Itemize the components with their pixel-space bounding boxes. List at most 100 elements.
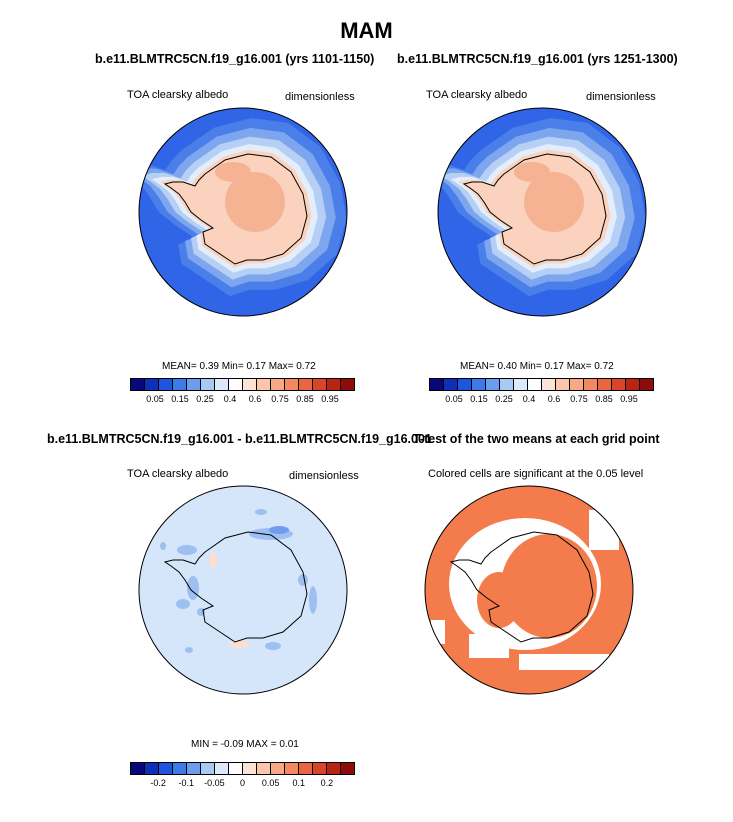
colorbar-swatch — [173, 379, 187, 390]
colorbar-tick-label: 0.15 — [470, 394, 488, 404]
difference-contour — [269, 526, 289, 534]
coastline — [163, 153, 308, 265]
difference-field — [139, 486, 347, 694]
colorbar-swatch — [500, 379, 514, 390]
colorbar-tick-label: 0.25 — [196, 394, 214, 404]
nonsignificant-cells — [469, 634, 509, 658]
colorbar-tick-label: 0.85 — [296, 394, 314, 404]
panel4-title: T-test of the two means at each grid poi… — [413, 432, 660, 446]
map-border — [138, 485, 348, 695]
panel3-stats: MIN = -0.09 MAX = 0.01 — [191, 739, 299, 750]
panel4-variable: Colored cells are significant at the 0.0… — [428, 468, 644, 480]
colorbar-tick-label: 0.05 — [261, 778, 280, 788]
colorbar-case2 — [429, 378, 654, 391]
panel2-variable: TOA clearsky albedo — [426, 89, 528, 101]
colorbar-swatch — [271, 763, 285, 774]
high-albedo-region — [215, 162, 251, 182]
panel1-variable: TOA clearsky albedo — [127, 89, 229, 101]
coastline — [163, 531, 308, 643]
colorbar-swatch — [243, 379, 257, 390]
colorbar-swatch — [243, 763, 257, 774]
high-albedo-region — [225, 172, 285, 232]
colorbar-swatch — [514, 379, 528, 390]
colorbar-swatch — [173, 763, 187, 774]
colorbar-tick-label: 0.4 — [223, 394, 237, 404]
panel2-stats: MEAN= 0.40 Min= 0.17 Max= 0.72 — [460, 361, 614, 372]
map-field — [438, 108, 646, 316]
colorbar-swatch — [444, 379, 458, 390]
colorbar-swatch — [201, 763, 215, 774]
map-difference — [138, 485, 348, 695]
panel3-variable: TOA clearsky albedo — [127, 468, 229, 480]
colorbar-tick-label: 0.2 — [320, 778, 334, 788]
colorbar-tick-label: -0.1 — [178, 778, 195, 788]
colorbar-swatch — [285, 763, 299, 774]
colorbar-swatch — [159, 379, 173, 390]
map-case2 — [437, 107, 647, 317]
colorbar-swatch — [612, 379, 626, 390]
colorbar-swatch — [257, 379, 271, 390]
colorbar-tick-label: 0.25 — [495, 394, 513, 404]
map-field — [139, 108, 347, 316]
colorbar-swatch — [341, 379, 354, 390]
difference-contour — [298, 574, 308, 586]
map-case1 — [138, 107, 348, 317]
colorbar-swatch — [584, 379, 598, 390]
panel1-units: dimensionless — [285, 91, 355, 103]
colorbar-swatch — [229, 379, 243, 390]
map-field — [139, 486, 347, 694]
panel3-title: b.e11.BLMTRC5CN.f19_g16.001 - b.e11.BLMT… — [47, 432, 432, 446]
colorbar-swatch — [187, 379, 201, 390]
colorbar-swatch — [528, 379, 542, 390]
colorbar-tick-label: 0.95 — [321, 394, 339, 404]
colorbar-tick-label: 0.1 — [292, 778, 306, 788]
difference-contour — [265, 642, 281, 650]
map-field — [425, 486, 633, 694]
colorbar-tick-label: 0.95 — [620, 394, 638, 404]
colorbar-swatch — [430, 379, 444, 390]
colorbar-tick-label: 0.15 — [171, 394, 189, 404]
colorbar-swatch — [299, 763, 313, 774]
difference-contour — [176, 599, 190, 609]
colorbar-tick-label: 0.75 — [271, 394, 289, 404]
map-border — [138, 107, 348, 317]
difference-contour — [187, 576, 199, 600]
map-ttest — [424, 485, 634, 695]
colorbar-tick-label: -0.05 — [204, 778, 225, 788]
high-albedo-region — [524, 172, 584, 232]
coastline — [462, 153, 607, 265]
colorbar-swatch — [215, 379, 229, 390]
high-albedo-region — [514, 162, 550, 182]
colorbar-swatch — [458, 379, 472, 390]
colorbar-swatch — [131, 763, 145, 774]
panel2-title: b.e11.BLMTRC5CN.f19_g16.001 (yrs 1251-13… — [397, 52, 678, 66]
colorbar-swatch — [570, 379, 584, 390]
colorbar-swatch — [327, 379, 341, 390]
colorbar-case1 — [130, 378, 355, 391]
colorbar-tick-label: 0.85 — [595, 394, 613, 404]
colorbar-swatch — [486, 379, 500, 390]
colorbar-swatch — [556, 379, 570, 390]
colorbar-tick-label: 0.6 — [248, 394, 262, 404]
difference-contour — [229, 640, 249, 648]
colorbar-tick-label: 0.05 — [146, 394, 164, 404]
difference-contour — [160, 542, 166, 550]
colorbar-swatch — [257, 763, 271, 774]
colorbar-difference — [130, 762, 355, 775]
colorbar-swatch — [229, 763, 243, 774]
colorbar-swatch — [542, 379, 556, 390]
colorbar-tick-label: 0.6 — [547, 394, 561, 404]
colorbar-swatch — [215, 763, 229, 774]
panel2-units: dimensionless — [586, 91, 656, 103]
map-border — [424, 485, 634, 695]
colorbar-swatch — [145, 379, 159, 390]
colorbar-swatch — [341, 763, 354, 774]
panel3-units: dimensionless — [289, 470, 359, 482]
colorbar-tick-label: -0.2 — [150, 778, 166, 788]
colorbar-tick-label: 0 — [239, 778, 246, 788]
colorbar-swatch — [187, 763, 201, 774]
difference-contour — [255, 509, 267, 515]
colorbar-swatch — [313, 379, 327, 390]
colorbar-swatch — [313, 763, 327, 774]
difference-contour — [309, 586, 317, 614]
